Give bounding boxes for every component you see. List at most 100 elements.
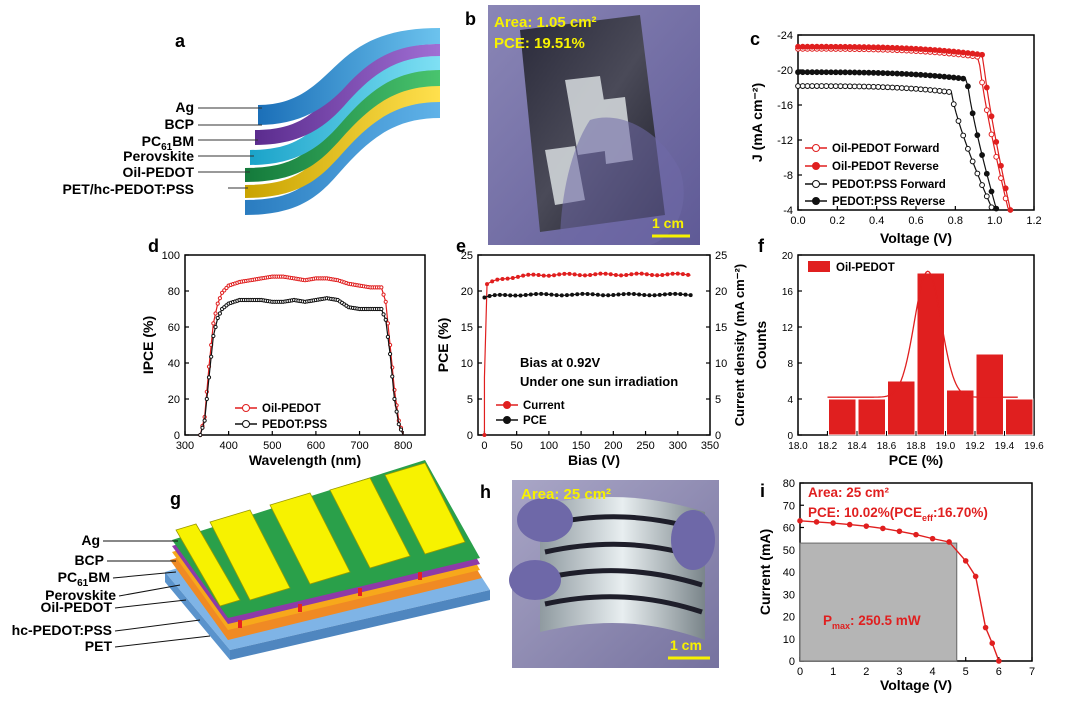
jv-point: [880, 70, 886, 76]
plot-frame: [184, 254, 426, 436]
ipce-point: [206, 375, 212, 380]
ipce-point: [200, 425, 205, 430]
y-tick-label: 0: [174, 430, 180, 442]
jv-point: [795, 43, 801, 50]
panel-letter-a: a: [175, 31, 186, 51]
stability-point: [485, 282, 490, 287]
panel-letter-i: i: [760, 481, 765, 501]
y-axis-label: Counts: [753, 321, 769, 369]
iv-point: [929, 535, 936, 542]
y2-tick-label: 25: [715, 250, 727, 262]
stability-point: [539, 291, 544, 296]
iv-point: [996, 658, 1002, 664]
jv-point: [988, 131, 995, 138]
legend-c-1-text: Oil-PEDOT Reverse: [832, 161, 939, 173]
stability-point: [601, 293, 606, 298]
y2-tick-label: 20: [715, 286, 727, 298]
jv-point: [927, 72, 934, 79]
iv-point: [830, 520, 836, 526]
jv-point: [965, 145, 971, 152]
x-tick-label: 18.8: [906, 441, 926, 452]
jv-point: [988, 188, 995, 195]
histogram-bar: [857, 398, 886, 436]
leader-lines-a: [198, 107, 262, 189]
x-tick-label: 18.6: [877, 441, 897, 452]
ipce-point: [202, 418, 207, 423]
glove-hands-h: [509, 498, 715, 600]
jv-point: [856, 44, 863, 50]
stability-point: [523, 293, 528, 298]
jv-point: [804, 83, 811, 89]
legend-f-text: Oil-PEDOT: [836, 262, 895, 274]
iv-point: [946, 539, 952, 545]
x-tick-label: 4: [930, 666, 936, 678]
stability-point: [626, 291, 631, 296]
x-tick-label: 0.0: [790, 215, 805, 227]
jv-point: [998, 162, 1004, 169]
jv-point: [903, 85, 910, 92]
jv-point: [1007, 207, 1014, 213]
jv-point: [917, 46, 924, 52]
y-tick-label: 20: [783, 612, 795, 624]
pmax-label-p: P: [823, 613, 832, 628]
x-tick-label: 700: [350, 440, 368, 452]
y-tick-label: 20: [168, 394, 180, 406]
panel-letter-h: h: [480, 482, 491, 502]
jv-point: [851, 69, 858, 76]
jv-point: [870, 83, 877, 90]
jv-point: [889, 70, 896, 77]
jv-point: [880, 84, 886, 90]
annotation-area: Area: 25 cm²: [808, 485, 890, 500]
stability-point: [634, 271, 639, 276]
y-tick-label: 12: [782, 323, 794, 334]
stability-point: [572, 272, 577, 277]
ipce-point: [219, 290, 225, 295]
photo-b-pce: PCE: 19.51%: [494, 35, 585, 52]
annotation-pce: PCE: 10.02%(PCEeff:16.70%): [808, 505, 988, 523]
ipce-chart: 0 20 40 60 80 100 Wavelength (nm) IPCE (%) 300 40…: [140, 250, 426, 468]
stability-point: [503, 293, 508, 298]
y-tick-label: 70: [783, 500, 795, 512]
histogram-bar: [828, 398, 857, 436]
jv-point: [847, 69, 853, 76]
ipce-point: [204, 396, 209, 402]
y-tick-label: 40: [783, 567, 795, 579]
stability-point: [510, 275, 515, 280]
jv-point: [931, 47, 938, 53]
y2-tick-label: 5: [715, 394, 721, 406]
y-tick-label: 5: [467, 394, 473, 406]
stability-point: [678, 292, 683, 297]
stability-point: [686, 272, 691, 277]
stability-point: [546, 273, 551, 278]
stability-point: [631, 292, 636, 297]
stability-point: [598, 271, 603, 276]
x-tick-label: 300: [176, 440, 194, 452]
jv-point: [936, 73, 943, 80]
panel-g: g Ag BCP: [12, 460, 490, 660]
stability-point: [688, 293, 693, 298]
y-axis-label: PCE (%): [435, 318, 451, 372]
jv-point: [955, 118, 962, 124]
stability-point: [552, 273, 557, 278]
x-tick-label: 200: [604, 440, 622, 452]
iv-point: [880, 525, 886, 532]
label-pet-hc-pedot: PET/hc-PEDOT:PSS: [63, 181, 194, 197]
stability-point: [554, 293, 559, 298]
jv-point: [884, 70, 891, 77]
jv-point: [880, 44, 886, 51]
ipce-point: [211, 321, 216, 326]
x-tick-label: 0.6: [908, 215, 923, 227]
stability-point: [608, 272, 613, 277]
label-g-oil-pedot: Oil-PEDOT: [40, 599, 112, 615]
jv-point: [832, 69, 839, 76]
iv-point: [982, 624, 989, 631]
y2-axis-label: Current density (mA cm⁻²): [732, 264, 747, 426]
ipce-point: [209, 354, 214, 359]
label-g-bcp: BCP: [74, 552, 104, 568]
jv-point: [917, 86, 924, 93]
annotation-bias: Bias at 0.92V: [520, 355, 601, 370]
stability-point: [580, 291, 585, 296]
jv-point: [813, 69, 820, 76]
jv-point: [974, 170, 981, 177]
ipce-point: [215, 301, 220, 306]
